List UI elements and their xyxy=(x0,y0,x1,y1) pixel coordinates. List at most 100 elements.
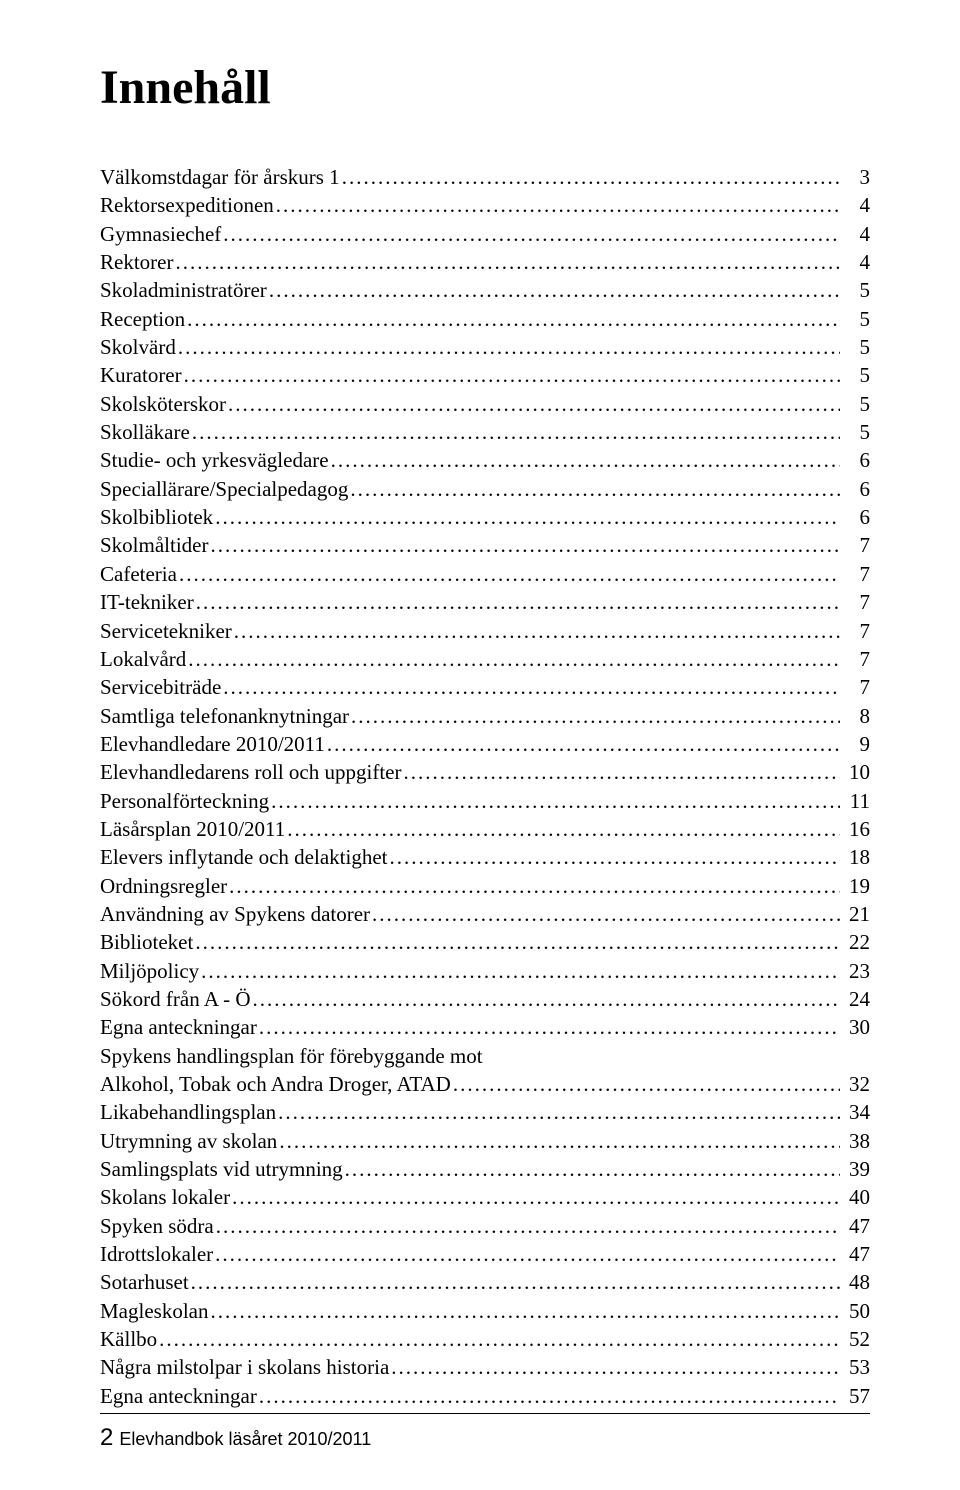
toc-leader-dots xyxy=(159,1325,840,1353)
toc-page-number: 7 xyxy=(842,617,870,645)
toc-row: Ordningsregler19 xyxy=(100,872,870,900)
toc-page-number: 5 xyxy=(842,305,870,333)
toc-page-number: 7 xyxy=(842,645,870,673)
toc-row: Skolmåltider7 xyxy=(100,531,870,559)
toc-page-number: 16 xyxy=(842,815,870,843)
footer-divider xyxy=(100,1413,870,1414)
toc-leader-dots xyxy=(342,163,840,191)
toc-label: Rektorer xyxy=(100,248,173,276)
toc-leader-dots xyxy=(287,815,840,843)
toc-label: Elevers inflytande och delaktighet xyxy=(100,843,387,871)
toc-leader-dots xyxy=(211,531,841,559)
toc-row: Samlingsplats vid utrymning39 xyxy=(100,1155,870,1183)
toc-row: Rektorsexpeditionen 4 xyxy=(100,191,870,219)
toc-leader-dots xyxy=(269,276,840,304)
toc-label: Magleskolan xyxy=(100,1297,208,1325)
toc-row: Välkomstdagar för årskurs 13 xyxy=(100,163,870,191)
toc-page-number: 38 xyxy=(842,1127,870,1155)
toc-leader-dots xyxy=(372,900,840,928)
toc-leader-dots xyxy=(259,1382,840,1410)
toc-row: Skolläkare5 xyxy=(100,418,870,446)
toc-label: Några milstolpar i skolans historia xyxy=(100,1353,389,1381)
toc-row: Spykens handlingsplan för förebyggande m… xyxy=(100,1042,870,1070)
toc-row: Egna anteckningar 30 xyxy=(100,1013,870,1041)
toc-page-number: 7 xyxy=(842,560,870,588)
toc-row: Cafeteria 7 xyxy=(100,560,870,588)
toc-label: Lokalvård xyxy=(100,645,186,673)
toc-label: Alkohol, Tobak och Andra Droger, ATAD xyxy=(100,1070,451,1098)
toc-label: Skolsköterskor xyxy=(100,390,226,418)
toc-row: Likabehandlingsplan34 xyxy=(100,1098,870,1126)
toc-label: Likabehandlingsplan xyxy=(100,1098,276,1126)
toc-page-number: 5 xyxy=(842,333,870,361)
toc-leader-dots xyxy=(223,673,840,701)
toc-page-number: 18 xyxy=(842,843,870,871)
toc-leader-dots xyxy=(191,1268,840,1296)
toc-row: Skolsköterskor 5 xyxy=(100,390,870,418)
toc-row: Studie- och yrkesvägledare6 xyxy=(100,446,870,474)
toc-label: Servicebiträde xyxy=(100,673,221,701)
toc-leader-dots xyxy=(228,390,840,418)
toc-label: Skoladministratörer xyxy=(100,276,267,304)
toc-page-number: 47 xyxy=(842,1212,870,1240)
toc-row: Elevers inflytande och delaktighet 18 xyxy=(100,843,870,871)
toc-row: Skoladministratörer 5 xyxy=(100,276,870,304)
toc-row: Sotarhuset48 xyxy=(100,1268,870,1296)
toc-leader-dots xyxy=(234,617,840,645)
toc-label: Skolmåltider xyxy=(100,531,209,559)
toc-page-number: 40 xyxy=(842,1183,870,1211)
toc-label: Välkomstdagar för årskurs 1 xyxy=(100,163,340,191)
toc-page-number: 32 xyxy=(842,1070,870,1098)
toc-label: Idrottslokaler xyxy=(100,1240,213,1268)
toc-label: Samtliga telefonanknytningar xyxy=(100,702,349,730)
page-title: Innehåll xyxy=(100,60,870,115)
toc-page-number: 10 xyxy=(842,758,870,786)
toc-page-number: 5 xyxy=(842,418,870,446)
toc-row: Miljöpolicy23 xyxy=(100,957,870,985)
toc-page-number: 6 xyxy=(842,475,870,503)
toc-page-number: 48 xyxy=(842,1268,870,1296)
toc-page-number: 22 xyxy=(842,928,870,956)
toc-label: Egna anteckningar xyxy=(100,1013,257,1041)
toc-row: Elevhandledare 2010/20119 xyxy=(100,730,870,758)
toc-leader-dots xyxy=(210,1297,840,1325)
toc-leader-dots xyxy=(351,702,840,730)
table-of-contents: Välkomstdagar för årskurs 13Rektorsexped… xyxy=(100,163,870,1410)
toc-page-number: 5 xyxy=(842,276,870,304)
toc-row: Elevhandledarens roll och uppgifter10 xyxy=(100,758,870,786)
toc-leader-dots xyxy=(195,928,840,956)
toc-leader-dots xyxy=(391,1353,840,1381)
toc-row: Servicetekniker 7 xyxy=(100,617,870,645)
toc-page-number: 6 xyxy=(842,503,870,531)
toc-label: Läsårsplan 2010/2011 xyxy=(100,815,285,843)
toc-page-number: 11 xyxy=(842,787,870,815)
toc-label: Skolans lokaler xyxy=(100,1183,230,1211)
toc-label: Egna anteckningar xyxy=(100,1382,257,1410)
toc-label: IT-tekniker xyxy=(100,588,194,616)
toc-page-number: 5 xyxy=(842,390,870,418)
toc-page-number: 7 xyxy=(842,588,870,616)
toc-leader-dots xyxy=(276,191,840,219)
toc-row: Speciallärare/Specialpedagog6 xyxy=(100,475,870,503)
toc-row: Källbo52 xyxy=(100,1325,870,1353)
toc-leader-dots xyxy=(223,220,840,248)
toc-page-number: 23 xyxy=(842,957,870,985)
toc-leader-dots xyxy=(279,1127,840,1155)
toc-row: Sökord från A - Ö24 xyxy=(100,985,870,1013)
toc-row: Alkohol, Tobak och Andra Droger, ATAD 32 xyxy=(100,1070,870,1098)
toc-leader-dots xyxy=(271,787,840,815)
toc-leader-dots xyxy=(179,560,840,588)
toc-page-number: 4 xyxy=(842,248,870,276)
toc-label: Utrymning av skolan xyxy=(100,1127,277,1155)
toc-label: Personalförteckning xyxy=(100,787,269,815)
toc-row: Lokalvård 7 xyxy=(100,645,870,673)
toc-label: Servicetekniker xyxy=(100,617,232,645)
toc-label: Ordningsregler xyxy=(100,872,227,900)
toc-page-number: 30 xyxy=(842,1013,870,1041)
toc-label: Rektorsexpeditionen xyxy=(100,191,274,219)
toc-page-number: 4 xyxy=(842,191,870,219)
toc-row: Egna anteckningar57 xyxy=(100,1382,870,1410)
toc-label: Elevhandledare 2010/2011 xyxy=(100,730,325,758)
toc-row: Kuratorer5 xyxy=(100,361,870,389)
toc-label: Cafeteria xyxy=(100,560,177,588)
